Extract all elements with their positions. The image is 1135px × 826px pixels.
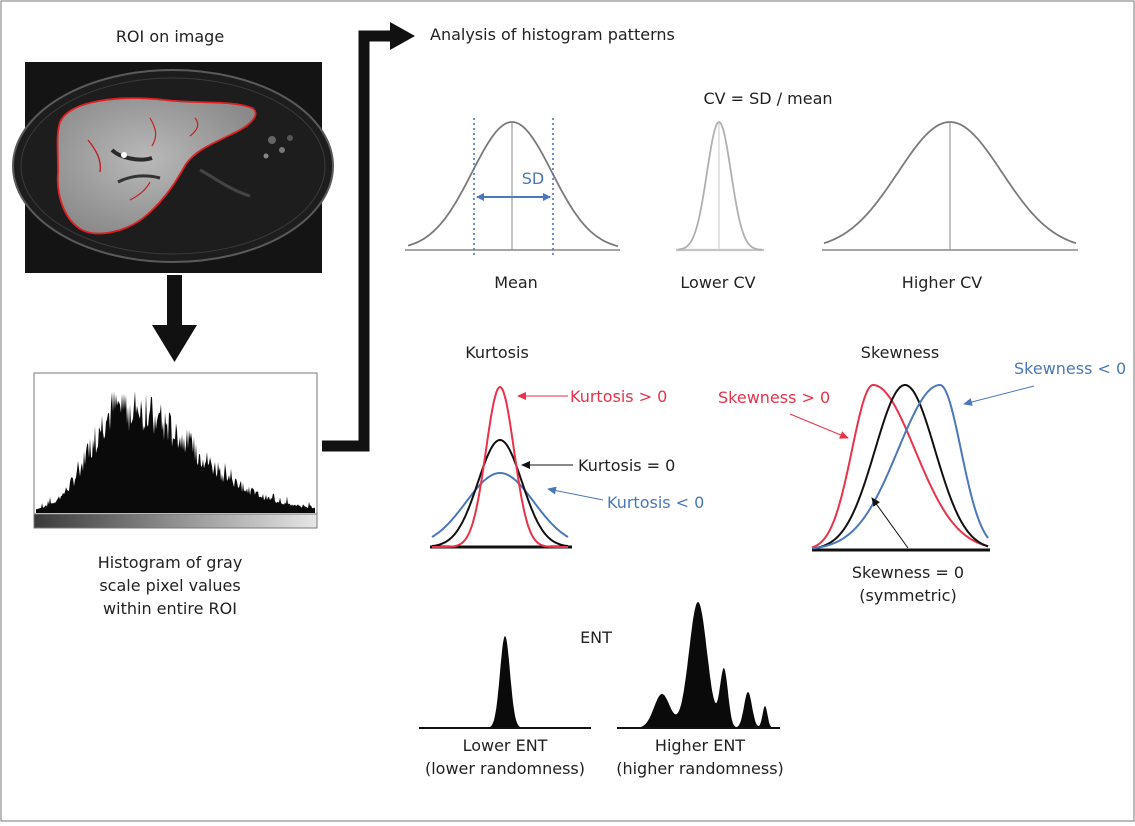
- analysis-title: Analysis of histogram patterns: [430, 25, 675, 44]
- higher-ent-label: Higher ENT: [655, 736, 745, 755]
- kurtosis-zero-label: Kurtosis = 0: [578, 456, 675, 475]
- kurtosis-negative-label: Kurtosis < 0: [607, 493, 704, 512]
- skewness-negative-pointer: [963, 385, 1035, 406]
- down-arrow: [152, 275, 197, 362]
- higher-ent-histogram: [617, 602, 780, 729]
- mean-sd-curve: SD: [405, 118, 620, 258]
- histogram-caption-line-1: Histogram of gray: [98, 553, 243, 572]
- skewness-zero-pointer: [871, 497, 909, 549]
- lower-cv-curve: [676, 121, 764, 252]
- skewness-positive-label: Skewness > 0: [718, 388, 830, 407]
- roi-histogram: [33, 372, 318, 529]
- kurtosis-title: Kurtosis: [465, 343, 529, 362]
- skewness-positive-pointer: [789, 413, 849, 439]
- skewness-negative-label: Skewness < 0: [1014, 359, 1126, 378]
- cv-formula: CV = SD / mean: [703, 89, 832, 108]
- skewness-zero-label: Skewness = 0: [852, 563, 964, 582]
- higher-ent-note: (higher randomness): [616, 759, 784, 778]
- kurtosis-positive-label: Kurtosis > 0: [570, 387, 667, 406]
- ent-title: ENT: [580, 628, 612, 647]
- skewness-zero-note: (symmetric): [859, 586, 956, 605]
- lower-ent-note: (lower randomness): [425, 759, 585, 778]
- lower-ent-histogram: [419, 636, 591, 729]
- higher-cv-label: Higher CV: [902, 273, 982, 292]
- skewness-curves: [811, 383, 990, 552]
- roi-title: ROI on image: [116, 27, 224, 46]
- sd-label: SD: [522, 169, 544, 188]
- grayscale-bar: [33, 513, 318, 529]
- analysis-connector-arrow: [322, 22, 415, 452]
- kurtosis-negative-pointer: [547, 486, 604, 501]
- lower-ent-label: Lower ENT: [463, 736, 548, 755]
- mean-label: Mean: [494, 273, 538, 292]
- histogram-caption-line-2: scale pixel values: [99, 576, 240, 595]
- higher-cv-curve: [822, 121, 1078, 251]
- skewness-title: Skewness: [861, 343, 939, 362]
- histogram-bars: [36, 391, 315, 513]
- histogram-caption-line-3: within entire ROI: [103, 599, 237, 618]
- mri-liver-image: [12, 62, 334, 273]
- kurtosis-curves: [430, 385, 572, 549]
- lower-cv-label: Lower CV: [680, 273, 755, 292]
